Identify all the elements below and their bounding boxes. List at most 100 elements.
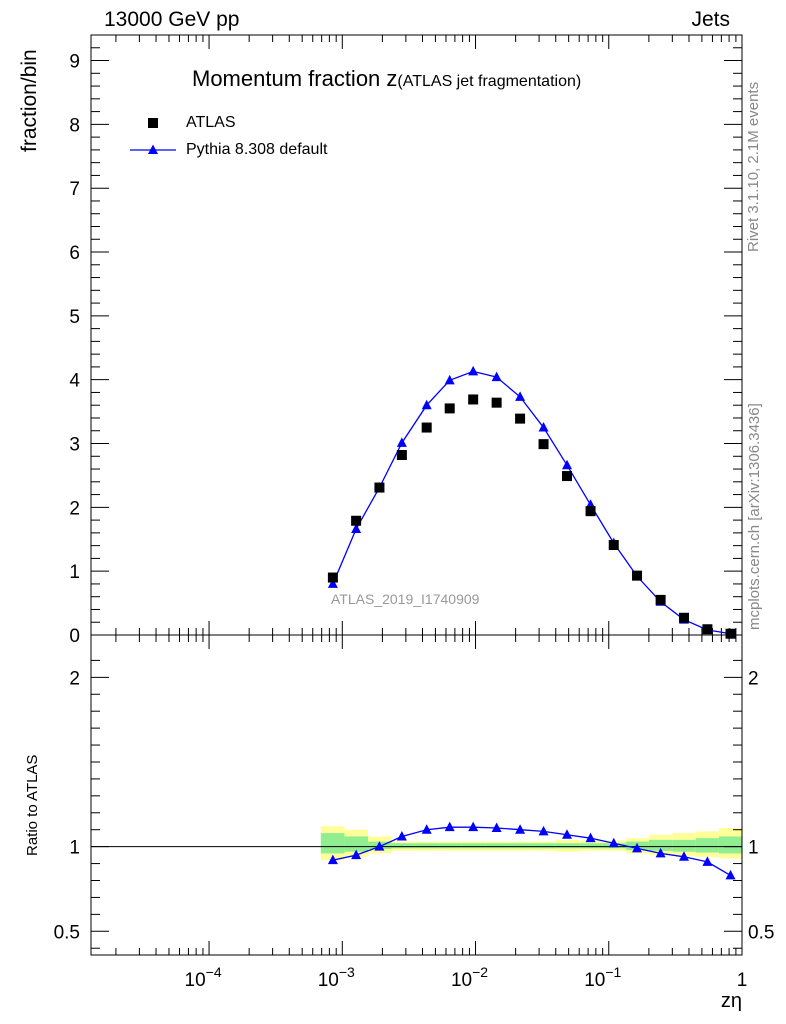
ratio-pythia-point (585, 832, 596, 843)
ratio-pythia-point (351, 849, 362, 860)
band-inner-bin (695, 838, 719, 853)
y-tick-label: 7 (69, 179, 80, 200)
band-inner-bin (648, 839, 673, 851)
band-inner-bin (672, 839, 696, 852)
ratio-pythia-point (327, 854, 338, 865)
ratio-pythia-point (608, 837, 619, 848)
band-inner-bin (555, 843, 580, 849)
atlas-point (725, 628, 736, 639)
legend-label-pythia: Pythia 8.308 default (186, 141, 328, 158)
band-inner-bin (485, 843, 509, 849)
ratio-pythia-point (538, 825, 549, 836)
pythia-point (538, 422, 549, 432)
x-tick-label-exponent: −3 (339, 964, 355, 980)
y-tick-label: 6 (69, 243, 80, 264)
chart-title-sub: (ATLAS jet fragmentation) (397, 73, 582, 90)
band-inner-bin (344, 836, 369, 852)
y-tick-label: 2 (69, 498, 80, 519)
ratio-pythia-point (678, 851, 689, 861)
ratio-y-tick-label-right: 2 (748, 668, 759, 689)
ratio-pythia-point (632, 842, 643, 853)
y-tick-label: 8 (69, 115, 80, 136)
x-tick-label: 1 (737, 970, 748, 991)
atlas-point (444, 403, 455, 414)
atlas-point (678, 612, 689, 623)
y-tick-label: 3 (69, 435, 80, 456)
ratio-pythia-point (444, 821, 455, 832)
ratio-panel-frame (90, 634, 743, 956)
band-inner-bin (461, 843, 486, 849)
band-inner-bin (414, 843, 439, 849)
atlas-point (374, 482, 385, 493)
atlas-point (655, 594, 666, 605)
x-tick-label-base: 10 (584, 970, 605, 991)
y-axis-label-ratio: Ratio to ATLAS (24, 754, 41, 856)
atlas-point (468, 394, 479, 405)
atlas-point (396, 450, 407, 460)
ratio-pythia-point (725, 869, 736, 880)
x-tick-label: 10−3 (318, 964, 355, 991)
pythia-point (468, 365, 479, 376)
band-inner-bin (532, 843, 556, 849)
ratio-pythia-point (491, 822, 502, 833)
band-inner-bin (718, 836, 742, 854)
ratio-pythia-point (468, 821, 479, 832)
x-tick-label: 10−4 (185, 964, 222, 991)
band-inner-bin (579, 843, 603, 849)
y-tick-label: 4 (69, 371, 80, 392)
x-tick-label-base: 10 (451, 970, 472, 991)
x-tick-label-exponent: −4 (206, 964, 222, 980)
legend-label-atlas: ATLAS (186, 114, 236, 131)
pythia-point (421, 399, 432, 410)
pythia-point (396, 437, 407, 447)
ratio-pythia-point (374, 841, 385, 851)
ratio-pythia-point (562, 829, 573, 839)
band-inner-bin (508, 843, 533, 849)
ratio-y-tick-label-left: 1 (69, 838, 80, 859)
x-tick-label-exponent: −2 (472, 964, 488, 980)
ratio-uncertainty-bands (320, 826, 742, 861)
ratio-pythia-point (396, 830, 407, 841)
y-tick-label: 5 (69, 307, 80, 328)
band-inner-bin (391, 843, 415, 849)
atlas-point (562, 471, 573, 482)
pythia-point (515, 391, 526, 401)
legend-marker-atlas (148, 118, 158, 128)
atlas-point (632, 570, 643, 581)
pythia-point (327, 578, 338, 588)
ratio-pythia-point (515, 824, 526, 834)
ratio-pythia-point (655, 847, 666, 858)
atlas-point (702, 624, 713, 635)
band-inner-bin (320, 833, 345, 854)
chart-title-main: Momentum fraction z (192, 66, 398, 91)
ratio-pythia-point (421, 824, 432, 834)
x-tick-label-base: 10 (185, 970, 206, 991)
atlas-point (421, 422, 432, 433)
analysis-id-label: ATLAS_2019_I1740909 (331, 591, 480, 607)
pythia-point (562, 459, 573, 470)
ratio-y-tick-label-left: 0.5 (54, 922, 80, 943)
y-tick-label: 0 (69, 626, 80, 647)
pythia-point (491, 371, 502, 382)
y-tick-label: 9 (69, 52, 80, 73)
y-tick-label: 1 (69, 562, 80, 583)
process-label: Jets (691, 8, 730, 31)
y-axis-label-main: fraction/bin (18, 49, 41, 152)
pythia-point (444, 374, 455, 385)
x-tick-label: 10−1 (584, 964, 621, 991)
collision-label: 13000 GeV pp (104, 8, 240, 31)
atlas-point (351, 515, 362, 526)
x-tick-label-base: 10 (318, 970, 339, 991)
x-tick-label-exponent: −1 (605, 964, 621, 980)
pythia-point (351, 523, 362, 534)
atlas-point (538, 439, 549, 450)
atlas-point (608, 540, 619, 550)
x-tick-label-base: 1 (737, 970, 748, 991)
mcplots-reference-label: mcplots.cern.ch [arXiv:1306.3436] (746, 403, 763, 630)
atlas-point (515, 413, 526, 424)
atlas-point (585, 506, 596, 517)
chart-title: Momentum fraction z(ATLAS jet fragmentat… (192, 66, 581, 92)
rivet-version-label: Rivet 3.1.10, 2.1M events (745, 81, 762, 252)
ratio-y-tick-label-left: 2 (69, 668, 80, 689)
